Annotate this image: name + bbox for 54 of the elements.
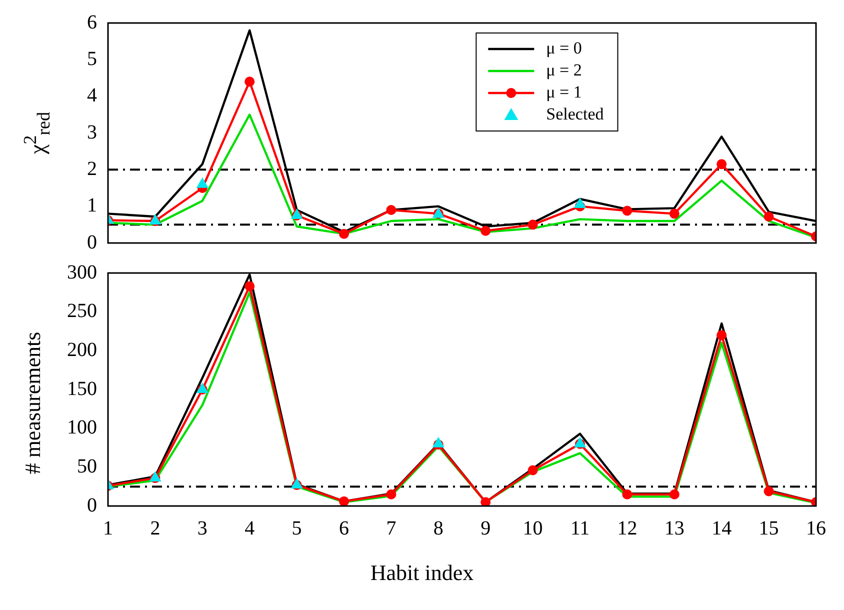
x-tick-label: 12 [617,517,638,540]
x-tick-label: 16 [806,517,826,540]
x-tick-label: 4 [244,517,255,540]
x-tick-label: 5 [292,517,302,540]
legend-label: μ = 2 [546,60,582,80]
point [528,220,538,230]
y-tick-label: 3 [87,121,97,144]
x-tick-label: 9 [480,517,491,540]
point [764,212,774,222]
point [716,330,727,340]
y-axis-title: # measurements [20,332,46,474]
x-tick-label: 1 [103,517,113,540]
x-tick-label: 3 [197,517,208,540]
y-tick-label: 200 [67,338,97,361]
x-tick-label: 6 [339,517,349,540]
y-tick-label: 250 [67,300,97,322]
point [244,76,255,87]
point [669,489,680,500]
point [669,208,680,219]
y-tick-label: 50 [77,455,97,478]
x-tick-label: 8 [433,517,444,540]
x-axis-title: Habit index [369,560,475,586]
y-tick-label: 300 [67,261,97,284]
y-tick-label: 6 [87,11,97,34]
y-tick-label: 1 [87,194,97,217]
y-tick-label: 150 [67,378,97,400]
point [480,497,491,506]
point [622,489,632,500]
point [386,205,396,215]
legend-label: Selected [546,104,604,124]
point [622,206,632,216]
x-tick-label: 13 [664,517,684,540]
x-tick-label: 2 [150,517,160,540]
y-tick-label: 5 [87,48,97,70]
y-tick-label: 2 [87,158,97,180]
x-tick-label: 7 [386,517,396,540]
point [764,486,774,496]
x-tick-label: 11 [570,517,590,540]
y-tick-label: 100 [67,416,97,439]
point [386,489,396,500]
point [339,228,349,239]
point [528,465,538,476]
legend-label: μ = 1 [546,82,582,102]
point [480,226,491,236]
x-tick-label: 14 [712,517,732,540]
y-tick-label: 0 [87,494,97,516]
x-tick-label: 15 [758,517,779,540]
legend-label: μ = 0 [546,38,582,58]
x-tick-label: 10 [522,517,543,540]
point [716,159,727,170]
y-tick-label: 4 [87,84,97,107]
point [339,496,349,506]
point [244,281,255,292]
y-tick-label: 0 [87,231,97,254]
